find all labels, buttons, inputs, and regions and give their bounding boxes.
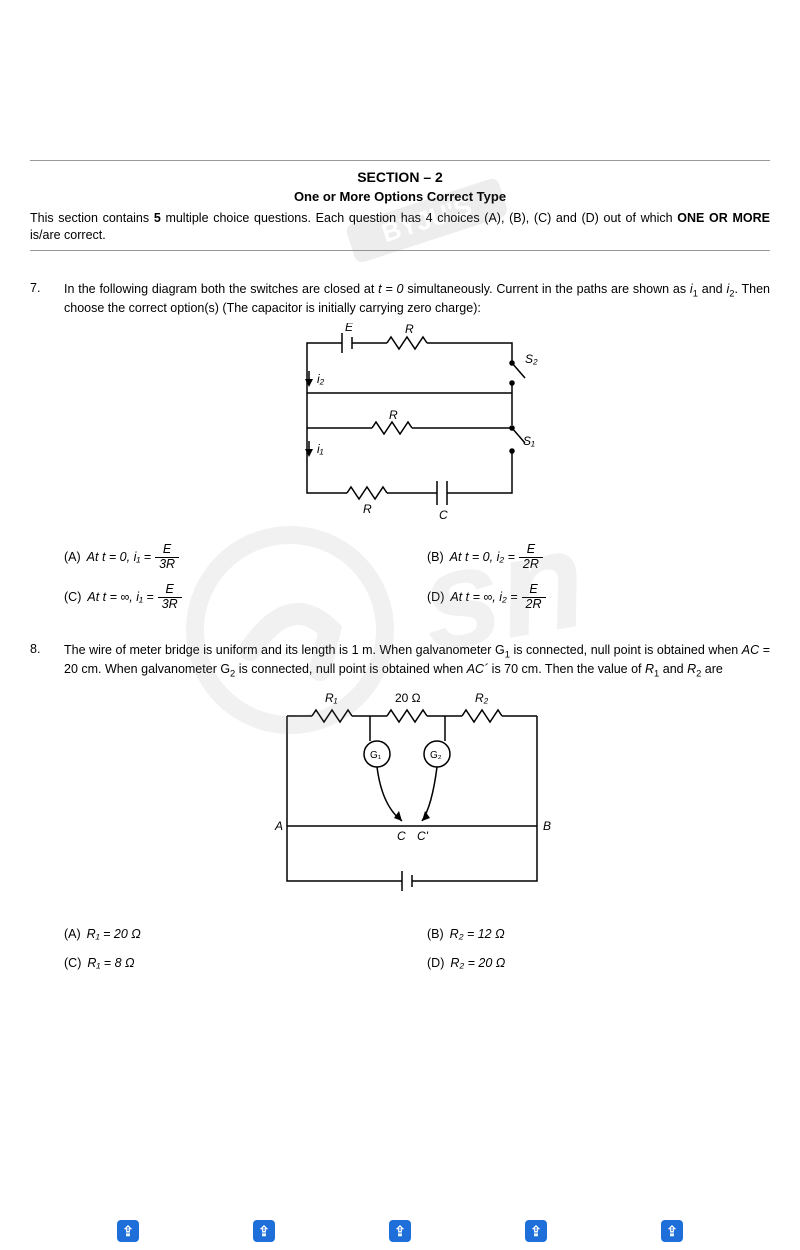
q7-label-C: C bbox=[439, 508, 448, 522]
q7-optA-frac: E 3R bbox=[155, 543, 179, 572]
q8-circuit-diagram: R₁ 20 Ω R₂ G₁ G₂ A B C C' bbox=[257, 686, 577, 916]
q7-optC-den: 3R bbox=[158, 598, 182, 612]
q7-optC-pre: At t = ∞, i₁ = bbox=[87, 589, 153, 606]
q8-option-B: (B) R₂ = 12 Ω bbox=[427, 926, 770, 943]
q8-option-D: (D) R₂ = 20 Ω bbox=[427, 955, 770, 972]
q7-label-E: E bbox=[345, 323, 354, 334]
q7-optA-den: 3R bbox=[155, 558, 179, 572]
q7-label-R-top: R bbox=[405, 323, 414, 336]
section-desc-count: 5 bbox=[154, 211, 161, 225]
q7-optD-pre: At t = ∞, i₂ = bbox=[450, 589, 517, 606]
section-title: SECTION – 2 bbox=[30, 169, 770, 185]
q7-label-i2: i₂ bbox=[317, 372, 325, 386]
q7-number: 7. bbox=[30, 281, 64, 612]
q8-option-A: (A) R₁ = 20 Ω bbox=[64, 926, 407, 943]
share-icon[interactable]: ⇪ bbox=[661, 1220, 683, 1242]
q7-optD-den: 2R bbox=[522, 598, 546, 612]
q8-optD-label: (D) bbox=[427, 955, 444, 972]
q7-optD-frac: E 2R bbox=[522, 583, 546, 612]
q8-options: (A) R₁ = 20 Ω (B) R₂ = 12 Ω (C) R₁ = 8 Ω… bbox=[64, 926, 770, 972]
q8-text-6: and bbox=[659, 662, 687, 676]
q7-circuit-diagram: E R S₂ i₂ R S₁ i₁ R C bbox=[267, 323, 567, 533]
share-icon[interactable]: ⇪ bbox=[389, 1220, 411, 1242]
q7-label-R-bot: R bbox=[363, 502, 372, 516]
q8-label-R1: R₁ bbox=[325, 691, 338, 705]
q7-label-R-mid: R bbox=[389, 408, 398, 422]
q7-label-i1: i₁ bbox=[317, 442, 324, 456]
q8-label-G1: G₁ bbox=[370, 750, 382, 761]
q8-text-7: are bbox=[701, 662, 723, 676]
q8-body: The wire of meter bridge is uniform and … bbox=[64, 642, 770, 972]
bottom-icon-row: ⇪ ⇪ ⇪ ⇪ ⇪ bbox=[0, 1220, 800, 1242]
q8-label-Cp: C' bbox=[417, 829, 429, 843]
q7-text-2: simultaneously. Current in the paths are… bbox=[404, 282, 690, 296]
question-7: 7. In the following diagram both the swi… bbox=[30, 281, 770, 612]
q8-optA-label: (A) bbox=[64, 926, 81, 943]
q7-option-A: (A) At t = 0, i₁ = E 3R bbox=[64, 543, 407, 572]
q7-label-S1: S₁ bbox=[523, 434, 535, 448]
q7-optC-label: (C) bbox=[64, 589, 81, 606]
q8-label-20ohm: 20 Ω bbox=[395, 691, 421, 705]
q7-option-C: (C) At t = ∞, i₁ = E 3R bbox=[64, 583, 407, 612]
section-rule-bottom bbox=[30, 250, 770, 251]
share-icon[interactable]: ⇪ bbox=[525, 1220, 547, 1242]
q8-text-2: is connected, null point is obtained whe… bbox=[510, 643, 742, 657]
q8-optD-text: R₂ = 20 Ω bbox=[450, 955, 505, 972]
q7-optB-pre: At t = 0, i₂ = bbox=[450, 549, 515, 566]
q7-option-B: (B) At t = 0, i₂ = E 2R bbox=[427, 543, 770, 572]
q7-t0: t = 0 bbox=[378, 282, 403, 296]
q7-body: In the following diagram both the switch… bbox=[64, 281, 770, 612]
q7-option-D: (D) At t = ∞, i₂ = E 2R bbox=[427, 583, 770, 612]
q7-optC-num: E bbox=[158, 583, 182, 598]
q8-ac: AC bbox=[742, 643, 759, 657]
section-subtitle: One or More Options Correct Type bbox=[30, 189, 770, 204]
q7-optD-label: (D) bbox=[427, 589, 444, 606]
q7-optA-num: E bbox=[155, 543, 179, 558]
q7-optA-pre: At t = 0, i₁ = bbox=[87, 549, 151, 566]
q7-optB-den: 2R bbox=[519, 558, 543, 572]
q7-optC-frac: E 3R bbox=[158, 583, 182, 612]
q8-number: 8. bbox=[30, 642, 64, 972]
section-desc-prefix: This section contains bbox=[30, 211, 154, 225]
q8-optB-text: R₂ = 12 Ω bbox=[450, 926, 505, 943]
q7-text-3: and bbox=[698, 282, 727, 296]
q7-optB-label: (B) bbox=[427, 549, 444, 566]
q8-text-5: is 70 cm. Then the value of bbox=[488, 662, 645, 676]
section-desc-bold: ONE OR MORE bbox=[677, 211, 770, 225]
q8-option-C: (C) R₁ = 8 Ω bbox=[64, 955, 407, 972]
q8-text-4: is connected, null point is obtained whe… bbox=[235, 662, 466, 676]
q8-optC-label: (C) bbox=[64, 955, 81, 972]
section-desc-suffix: is/are correct. bbox=[30, 228, 106, 242]
section-description: This section contains 5 multiple choice … bbox=[30, 210, 770, 244]
q8-optB-label: (B) bbox=[427, 926, 444, 943]
q8-acp: AC´ bbox=[467, 662, 489, 676]
section-rule-top bbox=[30, 160, 770, 161]
share-icon[interactable]: ⇪ bbox=[253, 1220, 275, 1242]
q8-label-A: A bbox=[274, 819, 283, 833]
q7-text-1: In the following diagram both the switch… bbox=[64, 282, 378, 296]
q7-optB-num: E bbox=[519, 543, 543, 558]
q8-optA-text: R₁ = 20 Ω bbox=[87, 926, 141, 943]
q8-optC-text: R₁ = 8 Ω bbox=[87, 955, 134, 972]
q8-r2: R bbox=[687, 662, 696, 676]
question-8: 8. The wire of meter bridge is uniform a… bbox=[30, 642, 770, 972]
q7-optD-num: E bbox=[522, 583, 546, 598]
q8-label-C: C bbox=[397, 829, 406, 843]
q8-text-1: The wire of meter bridge is uniform and … bbox=[64, 643, 505, 657]
q8-label-B: B bbox=[543, 819, 551, 833]
share-icon[interactable]: ⇪ bbox=[117, 1220, 139, 1242]
q7-options: (A) At t = 0, i₁ = E 3R (B) At t = 0, i₂… bbox=[64, 543, 770, 612]
q8-label-R2: R₂ bbox=[475, 691, 489, 705]
q7-label-S2: S₂ bbox=[525, 352, 538, 366]
q7-optB-frac: E 2R bbox=[519, 543, 543, 572]
q8-label-G2: G₂ bbox=[430, 750, 442, 761]
q8-r1: R bbox=[645, 662, 654, 676]
section-desc-mid: multiple choice questions. Each question… bbox=[161, 211, 678, 225]
q7-optA-label: (A) bbox=[64, 549, 81, 566]
